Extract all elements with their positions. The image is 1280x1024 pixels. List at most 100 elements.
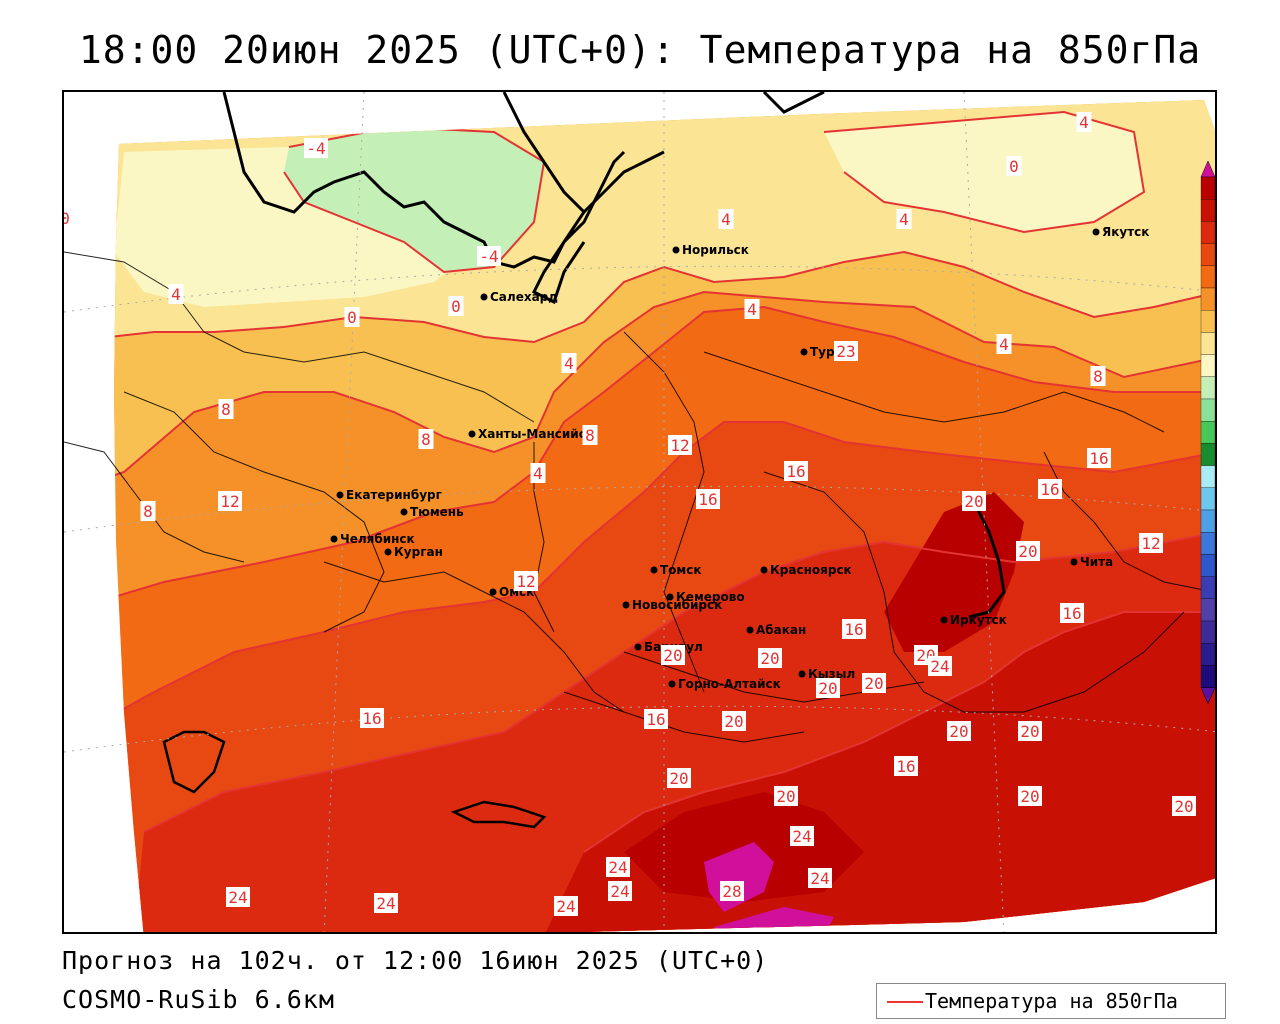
contour-label-text: 4 [171, 285, 181, 304]
contour-label-bg [947, 721, 971, 741]
city-label: Горно-Алтайск [678, 677, 781, 691]
contour-label: 24 [808, 868, 832, 888]
contour-label-bg [996, 334, 1012, 354]
city-label: Якутск [1102, 225, 1149, 239]
contour-label-text: 24 [228, 888, 247, 907]
contour-label: 4 [1076, 112, 1092, 132]
colorbar-swatch [1200, 199, 1215, 222]
colorbar-swatch [1200, 310, 1215, 333]
contour-label-text: 20 [663, 646, 682, 665]
city-dot [800, 348, 808, 356]
contour-label-text: 20 [964, 492, 983, 511]
city-marker: Тюмень [400, 505, 464, 519]
contour-label-bg [668, 435, 692, 455]
contour-label-bg [928, 656, 952, 676]
contour-label: 24 [226, 887, 250, 907]
contour-label-text: 8 [143, 502, 153, 521]
contour-label-text: 20 [1174, 797, 1193, 816]
contour-label: 12 [218, 491, 242, 511]
city-label: Абакан [756, 623, 806, 637]
contour-label-bg [1172, 796, 1196, 816]
contour-label-bg [774, 786, 798, 806]
city-marker: Красноярск [760, 563, 852, 577]
city-dot [1092, 228, 1100, 236]
contour-label: 8 [218, 399, 234, 419]
contour-label-bg [667, 768, 691, 788]
contour-label-text: 20 [724, 712, 743, 731]
contour-label: 16 [1038, 479, 1062, 499]
city-marker: Челябинск [330, 532, 415, 546]
contour-label-text: 4 [533, 464, 543, 483]
contour-label-bg [1139, 533, 1163, 553]
contour-label-bg [1090, 366, 1106, 386]
legend-label: Температура на 850гПа [925, 989, 1178, 1013]
graticule [64, 92, 1215, 932]
contour-label: 20 [862, 673, 886, 693]
city-marker: Салехард [480, 290, 558, 304]
colorbar-swatch [1200, 421, 1215, 444]
contour-label-bg [720, 881, 744, 901]
city-label: Кемерово [676, 590, 745, 604]
city-marker: Курган [384, 545, 443, 559]
contour-label-bg [842, 619, 866, 639]
contour-label-text: 28 [722, 882, 741, 901]
contour-label-bg [834, 341, 858, 361]
contour-label: 24 [606, 857, 630, 877]
colorbar-swatch [1200, 554, 1215, 577]
contour-label-text: 4 [747, 300, 757, 319]
city-label: Челябинск [340, 532, 415, 546]
contour-label-text: 20 [1020, 787, 1039, 806]
contour-label-text: 0 [451, 297, 461, 316]
contour-label: 20 [722, 711, 746, 731]
contour-label-bg [554, 896, 578, 916]
contour-label-bg [894, 756, 918, 776]
city-marker: Норильск [672, 243, 749, 257]
contour-label-text: 16 [1062, 604, 1081, 623]
city-label: Курган [394, 545, 443, 559]
contour-label-text: 4 [1079, 113, 1089, 132]
city-label: Екатеринбург [346, 488, 442, 502]
contour-label-text: 16 [844, 620, 863, 639]
contour-label-bg [448, 296, 464, 316]
contour-label: 16 [1087, 448, 1111, 468]
contour-label-bg [1087, 448, 1111, 468]
contour-label-bg [606, 857, 630, 877]
contour-label-text: 4 [999, 335, 1009, 354]
contour-label-bg [530, 463, 546, 483]
colorbar-bottom-cap [1200, 687, 1215, 705]
contour-label-bg [168, 284, 184, 304]
contour-label-text: 24 [810, 869, 829, 888]
contour-label-text: 16 [646, 710, 665, 729]
contour-label-text: 16 [896, 757, 915, 776]
contour-label-bg [418, 429, 434, 449]
city-dot [940, 616, 948, 624]
temperature-map: Норильск Якутск Салехард Тура Ханты-Мансийск… [62, 90, 1217, 934]
city-label: Кызыл [808, 667, 855, 681]
city-dot [746, 626, 754, 634]
contour-label: 28 [720, 881, 744, 901]
city-marker: Кемерово [666, 590, 745, 604]
contour-label-bg [218, 491, 242, 511]
contour-label-text: 12 [220, 492, 239, 511]
contour-label: 0 [344, 307, 360, 327]
city-dot [1070, 558, 1078, 566]
city-label: Томск [660, 563, 702, 577]
contour-label-text: 12 [670, 436, 689, 455]
city-dot [489, 588, 497, 596]
contour-label: 12 [668, 435, 692, 455]
contour-label-bg [718, 209, 734, 229]
city-dot [634, 643, 642, 651]
contour-label: 24 [554, 896, 578, 916]
contour-label-bg [608, 881, 632, 901]
temperature-field [114, 100, 1215, 932]
contour-label: 0 [64, 208, 73, 228]
contour-label-text: 24 [376, 894, 395, 913]
contour-label-bg [140, 501, 156, 521]
contour-label-bg [1060, 603, 1084, 623]
contour-label-bg [962, 491, 986, 511]
contour-label-text: 16 [362, 709, 381, 728]
contour-label-bg [514, 571, 538, 591]
contour-label-text: 20 [818, 679, 837, 698]
contour-label-bg [218, 399, 234, 419]
city-marker: Томск [650, 563, 702, 577]
